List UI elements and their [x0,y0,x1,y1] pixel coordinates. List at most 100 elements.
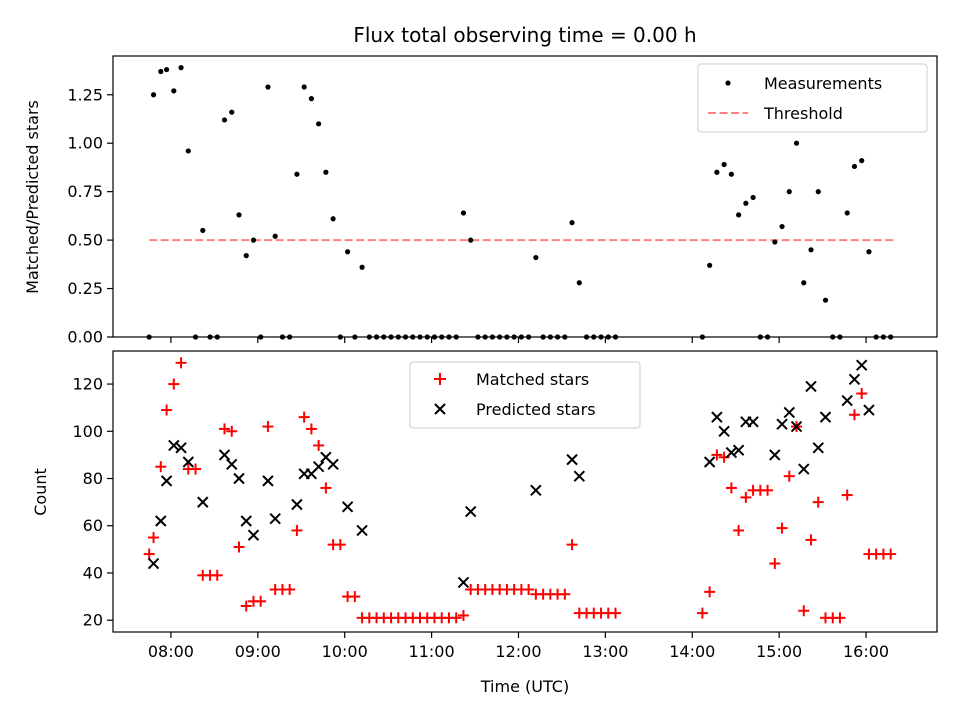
data-point-measurement [373,334,380,340]
data-point-measurement [229,109,235,115]
data-point-measurement [185,148,191,154]
data-point-predicted [769,449,781,461]
data-point-matched [305,423,317,435]
data-point-matched [798,605,810,617]
data-point-predicted [566,453,578,466]
data-point-predicted [790,420,803,433]
data-point-measurement [352,334,358,340]
data-point-predicted [160,475,173,487]
data-point-measurement [301,84,307,90]
top-y-axis-label: Matched/Predicted stars [23,100,42,294]
data-point-matched [762,484,774,496]
data-point-measurement [736,212,742,218]
data-point-measurement [250,237,257,243]
data-point-measurement [808,247,814,253]
top-legend: Measurements Threshold [697,63,928,133]
data-point-matched [320,482,332,494]
bottom-y-axis-label: Count [31,468,50,516]
data-point-measurement [786,189,792,195]
bottom-axes-frame [112,350,938,633]
data-point-measurement [388,334,394,340]
top-panel: Flux total observing time = 0.00 h Match… [23,23,938,338]
y-tick-label: 100 [72,422,103,441]
data-point-measurement [743,200,749,206]
data-point-measurement [221,117,228,123]
data-point-predicted [573,470,586,482]
data-point-measurement [330,216,336,222]
data-point-matched [885,548,897,560]
data-point-matched [848,409,860,421]
data-point-matched [168,378,180,390]
data-point-matched [450,612,462,624]
top-legend-box [697,63,928,133]
data-point-measurement [547,334,553,340]
bottom-legend: Matched stars Predicted stars [409,361,641,429]
data-point-measurement [888,334,894,340]
data-point-measurement [424,334,430,340]
data-point-predicted [240,515,252,527]
data-point-measurement [844,210,850,216]
data-point-measurement [287,334,293,340]
data-point-predicted [327,458,339,471]
data-point-matched [175,357,187,369]
data-point-measurement [815,189,821,195]
data-point-predicted [175,442,187,454]
data-point-measurement [605,334,611,340]
data-point-measurement [793,140,800,146]
data-point-measurement [475,334,481,340]
data-point-measurement [258,334,264,340]
data-point-matched [155,461,167,473]
data-point-measurement [772,239,778,245]
data-point-matched [566,539,578,551]
x-tick-label: 12:00 [495,642,541,661]
data-point-predicted [718,425,730,437]
data-point-matched [161,404,173,416]
data-point-measurement [583,334,590,340]
data-point-predicted [776,418,788,430]
data-point-measurement [431,334,438,340]
x-tick-label: 16:00 [843,642,889,661]
data-point-measurement [576,280,582,286]
data-point-measurement [410,334,416,340]
legend-measurements-marker [725,80,731,86]
data-point-predicted [530,484,542,497]
data-point-matched [233,541,245,553]
data-point-predicted [341,501,354,513]
data-point-matched [812,496,824,508]
data-point-measurement [562,334,568,340]
data-point-predicted [783,406,795,419]
legend-matched-marker [434,373,446,385]
data-point-measurement [279,334,286,340]
data-point-predicted [247,529,260,541]
legend-measurements-label: Measurements [764,74,882,93]
data-point-predicted [812,442,824,454]
data-point-predicted [457,576,470,589]
data-point-measurement [880,334,887,340]
data-point-predicted [291,498,303,511]
y-tick-label: 0.50 [67,231,103,250]
data-point-measurement [178,65,184,71]
data-point-measurement [323,169,329,175]
data-point-matched [148,532,160,544]
data-point-predicted [464,505,477,518]
data-point-matched [298,411,310,423]
data-point-measurement [163,66,170,73]
y-tick-label: 1.00 [67,134,103,153]
data-point-measurement [468,237,474,243]
y-tick-label: 120 [72,375,103,394]
data-point-matched [856,388,868,400]
data-point-matched [523,583,535,595]
data-point-measurement [714,169,720,175]
data-point-measurement [395,334,401,340]
data-point-measurement [308,96,314,102]
data-point-matched [219,423,231,435]
data-point-predicted [312,460,325,473]
data-point-measurement [158,68,164,75]
data-point-measurement [482,334,488,340]
data-point-measurement [598,334,604,340]
data-point-matched [776,522,788,534]
data-point-measurement [764,334,771,340]
data-point-matched [696,607,708,619]
y-tick-label: 0.75 [67,182,103,201]
series-measurements [146,65,894,340]
